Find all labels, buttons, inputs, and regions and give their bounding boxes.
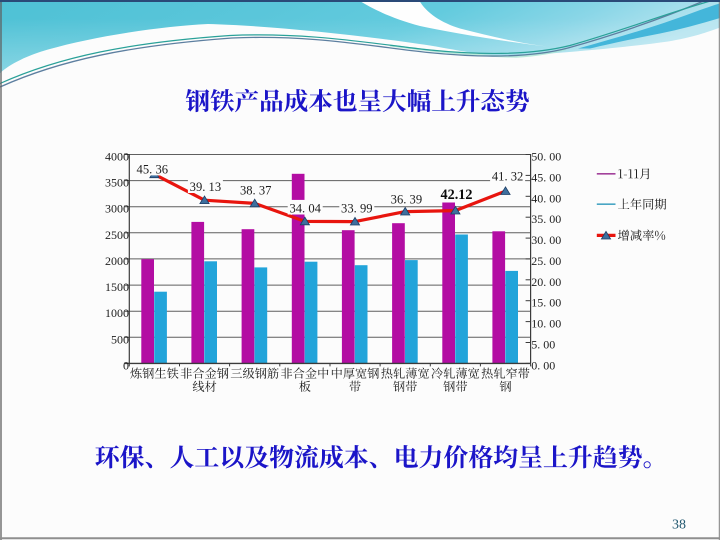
svg-text:0. 00: 0. 00	[531, 358, 555, 372]
svg-text:35. 00: 35. 00	[531, 212, 561, 226]
svg-text:2500: 2500	[105, 228, 129, 242]
svg-text:500: 500	[111, 332, 129, 346]
svg-text:50. 00: 50. 00	[531, 150, 561, 164]
svg-text:15. 00: 15. 00	[531, 296, 561, 310]
svg-text:4000: 4000	[105, 150, 129, 164]
svg-text:33. 99: 33. 99	[341, 202, 372, 216]
svg-text:1000: 1000	[105, 306, 129, 320]
svg-text:40. 00: 40. 00	[531, 191, 561, 205]
svg-text:20. 00: 20. 00	[531, 275, 561, 289]
svg-text:34. 04: 34. 04	[289, 202, 321, 216]
svg-text:1500: 1500	[105, 280, 129, 294]
svg-text:39. 13: 39. 13	[190, 180, 221, 194]
svg-text:0: 0	[123, 358, 129, 372]
svg-text:45. 00: 45. 00	[531, 170, 561, 184]
svg-text:38. 37: 38. 37	[240, 184, 271, 198]
svg-text:30. 00: 30. 00	[531, 233, 561, 247]
svg-text:25. 00: 25. 00	[531, 254, 561, 268]
svg-text:5. 00: 5. 00	[531, 338, 555, 352]
svg-text:42.12: 42.12	[441, 187, 473, 203]
svg-text:3000: 3000	[105, 202, 129, 216]
svg-text:41. 32: 41. 32	[492, 169, 523, 183]
svg-text:10. 00: 10. 00	[531, 317, 561, 331]
svg-text:45. 36: 45. 36	[137, 162, 168, 176]
svg-text:2000: 2000	[105, 254, 129, 268]
svg-text:36. 39: 36. 39	[391, 193, 422, 207]
svg-text:3500: 3500	[105, 176, 129, 190]
svg-text:38: 38	[672, 518, 686, 533]
